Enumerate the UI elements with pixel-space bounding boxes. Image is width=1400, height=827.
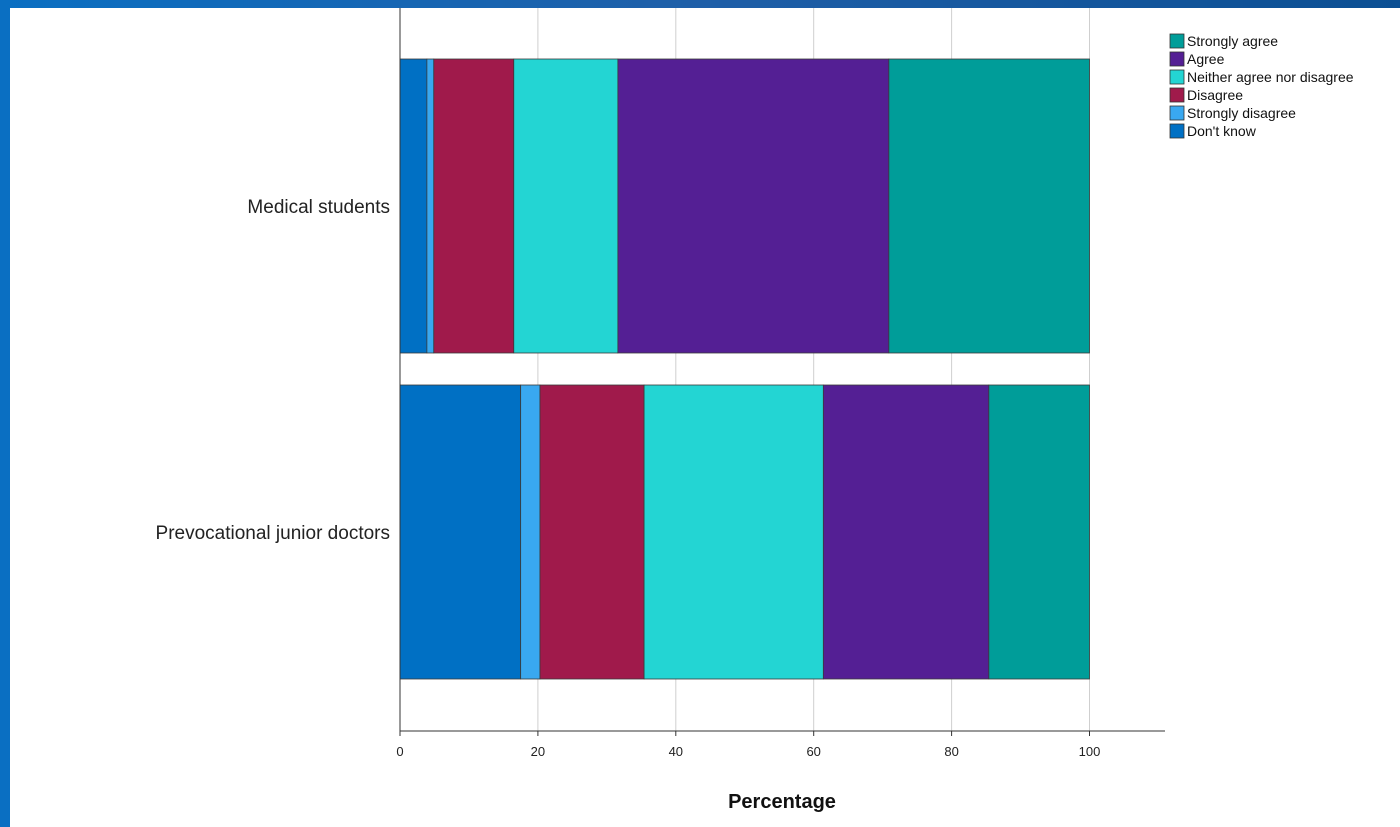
axes xyxy=(399,8,1165,732)
legend-label: Agree xyxy=(1187,51,1225,67)
legend-swatch xyxy=(1169,87,1185,103)
legend-swatch xyxy=(1169,33,1185,49)
bar-segment xyxy=(822,384,990,680)
bar-segment xyxy=(399,384,522,680)
bar-segment xyxy=(617,58,890,354)
legend-swatch xyxy=(1169,123,1185,139)
bar-segment xyxy=(539,384,645,680)
category-labels: Medical students Prevocational junior doc… xyxy=(156,197,390,544)
x-tick-label: 80 xyxy=(944,744,958,759)
legend-swatch xyxy=(1169,69,1185,85)
bars xyxy=(399,58,1090,680)
category-label: Prevocational junior doctors xyxy=(156,523,390,544)
x-tick-label: 20 xyxy=(531,744,545,759)
stacked-bar-chart: 0 20 40 60 80 100 Medical students Prevocation… xyxy=(156,8,1354,813)
legend-label: Disagree xyxy=(1187,87,1243,103)
legend-label: Don't know xyxy=(1187,123,1257,139)
x-axis-title: Percentage xyxy=(728,791,836,813)
bar-segment xyxy=(426,58,435,354)
legend-label: Neither agree nor disagree xyxy=(1187,69,1354,85)
legend-label: Strongly agree xyxy=(1187,33,1278,49)
legend-label: Strongly disagree xyxy=(1187,105,1296,121)
bar-segment xyxy=(643,384,824,680)
bar-segment xyxy=(399,58,428,354)
x-tick-label: 40 xyxy=(669,744,683,759)
chart-panel: 0 20 40 60 80 100 Medical students Prevocation… xyxy=(10,8,1400,827)
legend-swatch xyxy=(1169,105,1185,121)
x-tick-label: 0 xyxy=(396,744,403,759)
x-tick-label: 100 xyxy=(1079,744,1101,759)
bar-segment xyxy=(433,58,515,354)
bar-segment xyxy=(888,58,1090,354)
bar-segment xyxy=(520,384,541,680)
legend-swatch xyxy=(1169,51,1185,67)
legend: Strongly agree Agree Neither agree nor dis… xyxy=(1169,33,1354,139)
bar-segment xyxy=(513,58,619,354)
x-tick-label: 60 xyxy=(806,744,820,759)
x-tick-labels: 0 20 40 60 80 100 xyxy=(396,731,1100,759)
category-label: Medical students xyxy=(247,197,390,218)
bar-segment xyxy=(988,384,1090,680)
